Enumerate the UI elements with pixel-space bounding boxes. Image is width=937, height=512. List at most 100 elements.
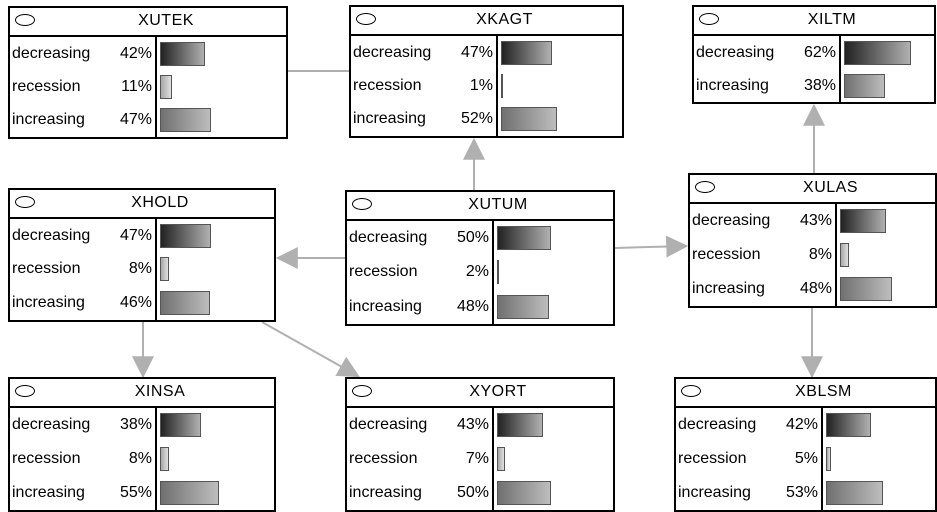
node-title: XILTM: [807, 11, 857, 28]
bar-row: [497, 226, 613, 251]
state-row-increasing: increasing 50%: [349, 481, 489, 505]
bar-row: [826, 413, 935, 437]
probability-bar-decreasing: [497, 413, 543, 437]
state-percent: 11%: [121, 77, 152, 95]
state-row-increasing: increasing 53%: [678, 481, 818, 505]
node-header[interactable]: XINSA: [10, 379, 274, 408]
node-body: decreasing 50% recession 2% increasing 48%: [347, 221, 613, 324]
probability-bar-decreasing: [840, 209, 886, 233]
bar-row: [497, 260, 613, 285]
probability-bar-decreasing: [160, 223, 211, 248]
bar-row: [497, 413, 613, 437]
state-name: decreasing: [692, 212, 771, 229]
state-name: recession: [678, 450, 747, 467]
node-title: XINSA: [134, 383, 186, 400]
node-oval-icon[interactable]: [352, 385, 372, 397]
bar-row: [501, 73, 622, 98]
node-header[interactable]: XHOLD: [10, 190, 274, 219]
state-name: decreasing: [349, 416, 428, 433]
state-bars: [157, 219, 274, 320]
state-percent: 47%: [119, 111, 152, 129]
bar-row: [160, 223, 274, 248]
probability-bar-increasing: [497, 294, 549, 319]
state-row-decreasing: decreasing 62%: [696, 41, 836, 65]
probability-bar-recession: [840, 243, 849, 267]
state-row-decreasing: decreasing 50%: [349, 226, 489, 250]
bar-row: [160, 74, 286, 99]
node-xiltm[interactable]: XILTM decreasing 62% increasing 38%: [692, 5, 936, 104]
bar-row: [160, 481, 274, 505]
node-oval-icon[interactable]: [15, 196, 35, 208]
state-bars: [498, 36, 622, 136]
node-oval-icon[interactable]: [15, 14, 35, 26]
node-xblsm[interactable]: XBLSM decreasing 42% recession 5% increasing 5…: [674, 377, 937, 512]
node-header[interactable]: XUTEK: [10, 8, 286, 37]
state-percent: 1%: [469, 76, 493, 94]
node-oval-icon[interactable]: [15, 385, 35, 397]
state-row-decreasing: decreasing 47%: [353, 41, 493, 65]
node-oval-icon[interactable]: [681, 385, 701, 397]
node-title: XBLSM: [795, 383, 852, 400]
node-header[interactable]: XBLSM: [676, 379, 935, 408]
node-header[interactable]: XKAGT: [351, 7, 622, 36]
node-xkagt[interactable]: XKAGT decreasing 47% recession 1% increasing 5…: [349, 5, 624, 138]
state-labels: decreasing 43% recession 8% increasing 48%: [690, 204, 837, 306]
state-labels: decreasing 47% recession 1% increasing 52%: [351, 36, 498, 136]
node-oval-icon[interactable]: [695, 181, 715, 193]
node-header[interactable]: XULAS: [690, 175, 935, 204]
node-xinsa[interactable]: XINSA decreasing 38% recession 8% increasing 5…: [8, 377, 276, 512]
state-name: recession: [12, 77, 81, 95]
state-labels: decreasing 47% recession 8% increasing 46%: [10, 219, 157, 320]
node-header[interactable]: XYORT: [347, 379, 613, 408]
state-name: decreasing: [696, 43, 775, 61]
node-body: decreasing 42% recession 5% increasing 53%: [676, 408, 935, 510]
probability-bar-increasing: [501, 107, 557, 132]
node-title: XYORT: [469, 383, 527, 400]
node-body: decreasing 43% recession 8% increasing 48%: [690, 204, 935, 306]
node-xutum[interactable]: XUTUM decreasing 50% recession 2% increasing 4…: [345, 190, 615, 326]
bar-row: [844, 73, 934, 98]
node-oval-icon[interactable]: [699, 13, 719, 25]
state-percent: 38%: [803, 76, 836, 94]
node-header[interactable]: XUTUM: [347, 192, 613, 221]
bar-row: [844, 40, 934, 65]
state-bars: [157, 408, 274, 510]
node-oval-icon[interactable]: [352, 198, 372, 210]
probability-bar-recession: [160, 447, 169, 471]
node-oval-icon[interactable]: [356, 13, 376, 25]
probability-bar-increasing: [160, 291, 210, 316]
bar-row: [160, 257, 274, 282]
node-header[interactable]: XILTM: [694, 7, 934, 36]
state-name: increasing: [696, 76, 769, 94]
state-labels: decreasing 43% recession 7% increasing 50%: [347, 408, 494, 510]
probability-bar-increasing: [160, 481, 219, 505]
state-percent: 55%: [119, 484, 152, 501]
state-row-increasing: increasing 38%: [696, 74, 836, 98]
node-body: decreasing 38% recession 8% increasing 55%: [10, 408, 274, 510]
node-body: decreasing 42% recession 11% increasing 47%: [10, 37, 286, 137]
state-bars: [494, 221, 613, 324]
probability-bar-recession: [160, 74, 172, 99]
node-xulas[interactable]: XULAS decreasing 43% recession 8% increasing 4…: [688, 173, 937, 308]
probability-bar-increasing: [844, 73, 885, 98]
probability-bar-increasing: [840, 277, 892, 301]
node-xutek[interactable]: XUTEK decreasing 42% recession 11% increasing…: [8, 6, 288, 139]
state-percent: 8%: [128, 260, 152, 278]
state-bars: [157, 37, 286, 137]
node-xhold[interactable]: XHOLD decreasing 47% recession 8% increasing 4…: [8, 188, 276, 322]
state-name: recession: [692, 246, 761, 263]
bar-row: [160, 291, 274, 316]
state-percent: 50%: [456, 484, 489, 501]
state-row-increasing: increasing 52%: [353, 107, 493, 131]
state-name: increasing: [692, 280, 765, 297]
state-bars: [837, 204, 935, 306]
state-name: increasing: [12, 294, 85, 312]
node-body: decreasing 47% recession 1% increasing 52%: [351, 36, 622, 136]
node-xyort[interactable]: XYORT decreasing 43% recession 7% increasing 5…: [345, 377, 615, 512]
state-row-increasing: increasing 47%: [12, 108, 152, 132]
probability-bar-recession: [497, 447, 505, 471]
state-row-decreasing: decreasing 42%: [12, 42, 152, 66]
probability-bar-decreasing: [501, 40, 552, 65]
bar-row: [160, 447, 274, 471]
state-name: increasing: [12, 484, 85, 501]
